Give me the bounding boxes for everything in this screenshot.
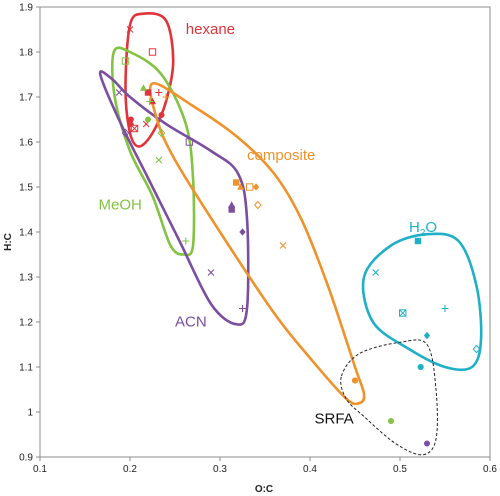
meoh-outline xyxy=(110,46,196,257)
data-points xyxy=(115,26,481,447)
hexane-outline xyxy=(124,12,175,148)
srfa-outline xyxy=(340,339,438,456)
y-tick-label: 1.2 xyxy=(19,318,33,329)
composite-outline xyxy=(148,82,366,406)
acn-point-x xyxy=(207,269,215,276)
srfa-point-circle xyxy=(352,377,358,384)
composite-point-triangle xyxy=(237,183,245,190)
meoh-point-diamond-open xyxy=(157,128,166,138)
h2o-point-x xyxy=(372,269,380,276)
y-tick-label: 1.8 xyxy=(19,48,33,59)
y-tick-label: 0.9 xyxy=(19,453,33,464)
acn-point-triangle xyxy=(228,201,236,208)
y-tick-label: 1.4 xyxy=(19,228,33,239)
meoh-point-plus xyxy=(182,237,190,245)
acn-label: ACN xyxy=(175,314,207,331)
composite-point-plus xyxy=(162,93,170,101)
h2o-point-plus xyxy=(441,305,449,312)
x-tick-label: 0.2 xyxy=(123,464,137,475)
hexane-point-plus xyxy=(155,89,163,96)
meoh-point-square-open xyxy=(121,57,130,65)
meoh-label: MeOH xyxy=(99,197,142,214)
hexane-point-square-cross xyxy=(130,124,139,133)
srfa-label: SRFA xyxy=(315,410,354,427)
acn-point-diamond-open xyxy=(121,128,130,138)
srfa-point-circle xyxy=(424,440,430,447)
x-tick-label: 0.1 xyxy=(33,464,47,475)
srfa-point-circle xyxy=(417,364,424,370)
acn-point-plus xyxy=(239,305,246,312)
y-tick-label: 1.3 xyxy=(19,273,33,284)
hexane-point-x xyxy=(126,26,134,33)
composite-label: composite xyxy=(247,147,315,164)
hexane-point-circle xyxy=(127,116,134,123)
meoh-point-circle xyxy=(145,116,151,123)
y-tick-label: 1.7 xyxy=(19,93,33,104)
y-tick-label: 1.9 xyxy=(19,3,33,14)
axes: 0.1 0.2 0.3 0.4 0.5 0.6 0.9 1 1.1 1.2 1.3 1.4 1.5 1.6… xyxy=(19,3,497,476)
x-tick-label: 0.6 xyxy=(483,464,497,475)
y-tick-label: 1.6 xyxy=(19,138,33,149)
composite-point-diamond xyxy=(252,183,260,191)
y-axis-label: H:C xyxy=(3,233,14,251)
acn-point-square xyxy=(228,206,235,213)
x-tick-label: 0.3 xyxy=(213,464,227,475)
h2o-point-square-cross xyxy=(399,309,407,317)
x-axis-label: O:C xyxy=(255,484,273,495)
composite-point-square-open xyxy=(246,183,254,191)
composite-point-x xyxy=(279,242,287,249)
h2o-outline xyxy=(361,232,483,372)
y-tick-label: 1.5 xyxy=(19,183,33,194)
acn-point-square-open xyxy=(185,138,194,146)
composite-point-diamond-open xyxy=(253,200,262,210)
hexane-point-square xyxy=(144,89,152,96)
x-tick-label: 0.5 xyxy=(393,464,407,475)
meoh-point-x xyxy=(155,156,163,164)
x-tick-label: 0.4 xyxy=(303,464,317,475)
h2o-label: H2O xyxy=(409,219,437,239)
hexane-point-square-open xyxy=(148,48,157,56)
hexane-label: hexane xyxy=(186,21,235,38)
meoh-point-plus xyxy=(146,98,154,105)
hexane-point-circle xyxy=(158,112,165,118)
composite-point-square xyxy=(233,179,240,186)
group-outlines xyxy=(98,12,483,456)
group-labels: hexane MeOH ACN composite H2O SRFA xyxy=(99,21,438,427)
y-tick-label: 1 xyxy=(27,408,33,419)
acn-point-diamond xyxy=(239,228,246,236)
h2o-point-square xyxy=(414,237,422,245)
hexane-point-diamond xyxy=(127,120,135,128)
acn-point-x xyxy=(115,89,123,96)
srfa-point-circle xyxy=(388,418,394,424)
meoh-point-triangle xyxy=(139,84,148,91)
h2o-point-diamond xyxy=(423,331,431,340)
h2o-point-diamond-open xyxy=(472,344,481,354)
y-tick-label: 1.1 xyxy=(19,363,33,374)
